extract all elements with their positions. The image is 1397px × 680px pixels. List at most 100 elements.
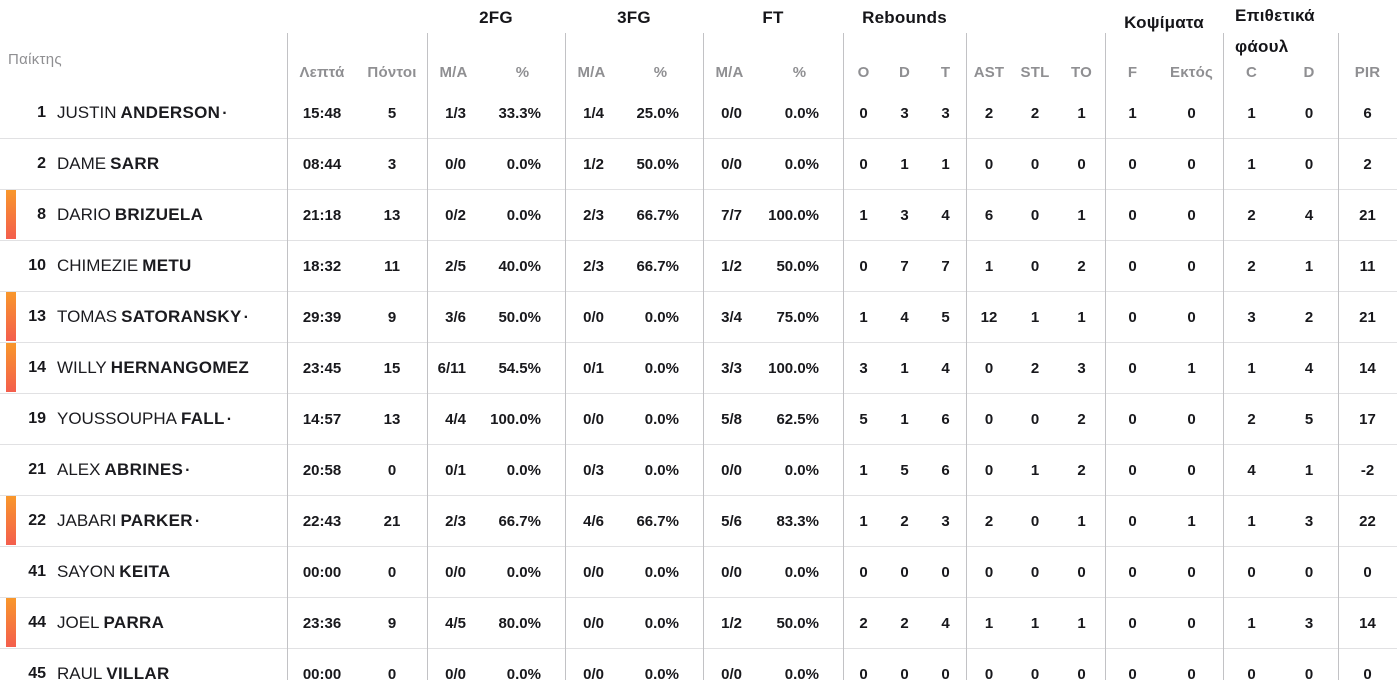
column-header-fouls-drawn: D xyxy=(1303,64,1315,81)
player-row[interactable]: 2 DAME SARR 08:44 3 0/0 0.0% 1/2 50.0% 0/… xyxy=(0,139,1397,190)
group-header-offensive-fouls-line1: Επιθετικά xyxy=(1235,6,1315,25)
column-header-total-rebounds: T xyxy=(940,64,951,81)
player-name[interactable]: TOMAS SATORANSKY · xyxy=(56,307,287,327)
player-row[interactable]: 8 DARIO BRIZUELA 21:18 13 0/2 0.0% 2/3 66… xyxy=(0,190,1397,241)
turnovers-cell: 0 xyxy=(1077,155,1086,173)
jersey-number: 21 xyxy=(28,461,46,478)
steals-cell: 0 xyxy=(1030,512,1040,530)
player-row[interactable]: 45 RAUL VILLAR 00:00 0 0/0 0.0% 0/0 0.0% … xyxy=(0,649,1397,680)
player-name[interactable]: CHIMEZIE METU xyxy=(56,256,287,276)
player-name[interactable]: YOUSSOUPHA FALL · xyxy=(56,409,287,429)
2fg-made-attempted-cell: 0/1 xyxy=(445,461,466,479)
offensive-rebounds-cell: 1 xyxy=(859,512,868,530)
player-name[interactable]: SAYON KEITA xyxy=(56,562,287,582)
column-header-3fg-ma: M/A xyxy=(577,64,606,81)
player-name[interactable]: JOEL PARRA xyxy=(56,613,287,633)
player-row[interactable]: 41 SAYON KEITA 00:00 0 0/0 0.0% 0/0 0.0% … xyxy=(0,547,1397,598)
ft-percent-cell: 62.5% xyxy=(776,410,819,428)
player-last-name: FALL xyxy=(180,409,225,428)
starter-icon: · xyxy=(243,309,249,326)
player-row[interactable]: 19 YOUSSOUPHA FALL · 14:57 13 4/4 100.0% 0… xyxy=(0,394,1397,445)
player-row[interactable]: 22 JABARI PARKER · 22:43 21 2/3 66.7% 4/6 … xyxy=(0,496,1397,547)
defensive-rebounds-cell: 1 xyxy=(900,359,909,377)
points-cell: 13 xyxy=(383,410,401,428)
defensive-rebounds-cell: 0 xyxy=(900,665,909,680)
3fg-made-attempted-cell: 2/3 xyxy=(583,206,604,224)
2fg-percent-cell: 0.0% xyxy=(506,461,541,479)
3fg-made-attempted-cell: 1/4 xyxy=(583,104,604,122)
player-first-name: JUSTIN xyxy=(57,103,117,122)
fouls-drawn-cell: 0 xyxy=(1304,155,1314,173)
turnovers-cell: 1 xyxy=(1077,614,1086,632)
column-header-blocks-for: F xyxy=(1127,64,1138,81)
assists-cell: 0 xyxy=(984,359,994,377)
ft-made-attempted-cell: 5/6 xyxy=(721,512,742,530)
steals-cell: 1 xyxy=(1030,461,1040,479)
player-row[interactable]: 1 JUSTIN ANDERSON · 15:48 5 1/3 33.3% 1/4 … xyxy=(0,88,1397,139)
turnovers-cell: 0 xyxy=(1077,665,1086,680)
ft-percent-cell: 100.0% xyxy=(768,206,819,224)
player-name[interactable]: ALEX ABRINES · xyxy=(56,460,287,480)
blocks-against-cell: 0 xyxy=(1187,665,1196,680)
column-header-fouls-committed: C xyxy=(1245,64,1258,81)
player-row[interactable]: 44 JOEL PARRA 23:36 9 4/5 80.0% 0/0 0.0% … xyxy=(0,598,1397,649)
defensive-rebounds-cell: 7 xyxy=(900,257,909,275)
2fg-percent-cell: 0.0% xyxy=(506,155,541,173)
player-name[interactable]: DARIO BRIZUELA xyxy=(56,205,287,225)
pir-cell: 11 xyxy=(1359,257,1376,275)
turnovers-cell: 2 xyxy=(1077,461,1086,479)
jersey-number: 14 xyxy=(28,359,46,376)
defensive-rebounds-cell: 5 xyxy=(900,461,909,479)
starter-icon: · xyxy=(185,462,191,479)
points-cell: 0 xyxy=(387,563,397,581)
fouls-drawn-cell: 0 xyxy=(1304,563,1314,581)
points-cell: 3 xyxy=(387,155,397,173)
player-name[interactable]: DAME SARR xyxy=(56,154,287,174)
2fg-made-attempted-cell: 2/5 xyxy=(445,257,466,275)
player-first-name: DARIO xyxy=(57,205,111,224)
player-name[interactable]: JABARI PARKER · xyxy=(56,511,287,531)
ft-made-attempted-cell: 7/7 xyxy=(721,206,742,224)
total-rebounds-cell: 3 xyxy=(941,104,950,122)
2fg-percent-cell: 0.0% xyxy=(506,665,541,680)
offensive-rebounds-cell: 5 xyxy=(859,410,868,428)
fouls-drawn-cell: 3 xyxy=(1304,512,1314,530)
minutes-cell: 18:32 xyxy=(302,257,342,275)
pir-cell: 17 xyxy=(1359,410,1376,428)
player-row[interactable]: 14 WILLY HERNANGOMEZ 23:45 15 6/11 54.5% … xyxy=(0,343,1397,394)
blocks-against-cell: 0 xyxy=(1187,308,1196,326)
player-row[interactable]: 21 ALEX ABRINES · 20:58 0 0/1 0.0% 0/3 0.0… xyxy=(0,445,1397,496)
fouls-drawn-cell: 5 xyxy=(1304,410,1314,428)
ft-percent-cell: 50.0% xyxy=(776,257,819,275)
minutes-cell: 00:00 xyxy=(302,563,342,581)
player-row[interactable]: 13 TOMAS SATORANSKY · 29:39 9 3/6 50.0% 0/… xyxy=(0,292,1397,343)
column-header-blocks-against: Εκτός xyxy=(1169,64,1214,81)
minutes-cell: 15:48 xyxy=(302,104,342,122)
jersey-number: 10 xyxy=(28,257,46,274)
total-rebounds-cell: 5 xyxy=(941,308,950,326)
fouls-committed-cell: 2 xyxy=(1247,410,1256,428)
3fg-made-attempted-cell: 0/0 xyxy=(583,563,604,581)
offensive-rebounds-cell: 1 xyxy=(859,308,868,326)
ft-percent-cell: 75.0% xyxy=(776,308,819,326)
2fg-made-attempted-cell: 0/0 xyxy=(445,563,466,581)
3fg-percent-cell: 0.0% xyxy=(644,410,679,428)
on-court-indicator xyxy=(6,190,16,239)
player-row[interactable]: 10 CHIMEZIE METU 18:32 11 2/5 40.0% 2/3 6… xyxy=(0,241,1397,292)
player-name[interactable]: WILLY HERNANGOMEZ xyxy=(56,358,287,378)
3fg-percent-cell: 66.7% xyxy=(636,257,679,275)
2fg-percent-cell: 0.0% xyxy=(506,206,541,224)
total-rebounds-cell: 1 xyxy=(941,155,950,173)
fouls-committed-cell: 4 xyxy=(1247,461,1256,479)
column-header-assists: AST xyxy=(973,64,1005,81)
points-cell: 5 xyxy=(387,104,397,122)
offensive-rebounds-cell: 2 xyxy=(859,614,868,632)
player-name[interactable]: JUSTIN ANDERSON · xyxy=(56,103,287,123)
player-name[interactable]: RAUL VILLAR xyxy=(56,664,287,680)
ft-made-attempted-cell: 0/0 xyxy=(721,563,742,581)
blocks-for-cell: 0 xyxy=(1128,359,1137,377)
3fg-made-attempted-cell: 0/0 xyxy=(583,614,604,632)
player-first-name: CHIMEZIE xyxy=(57,256,139,275)
fouls-committed-cell: 3 xyxy=(1247,308,1256,326)
ft-made-attempted-cell: 0/0 xyxy=(721,461,742,479)
